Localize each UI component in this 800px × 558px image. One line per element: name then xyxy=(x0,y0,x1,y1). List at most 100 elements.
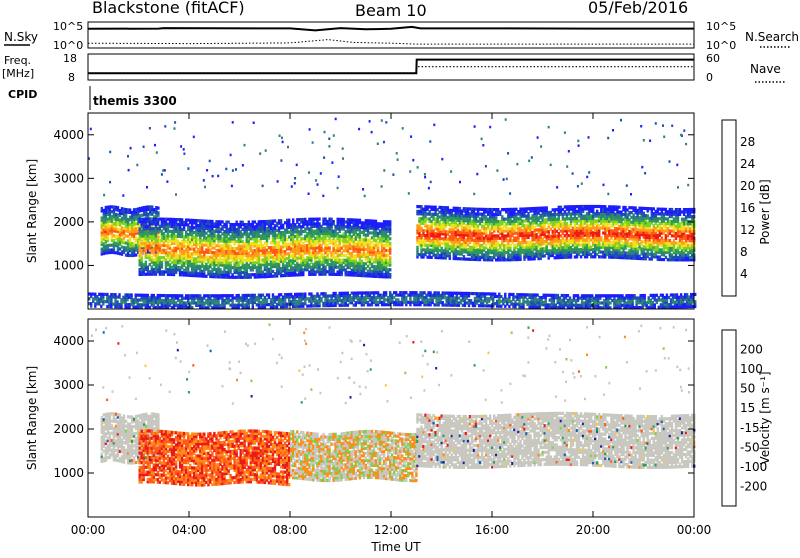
heat-cell xyxy=(638,223,641,227)
heat-cell xyxy=(462,221,466,225)
heat-cell xyxy=(308,236,311,241)
heat-cell xyxy=(180,259,184,263)
heat-cell xyxy=(606,236,609,240)
heat-cell xyxy=(370,226,374,230)
heat-cell xyxy=(348,256,351,260)
heat-cell xyxy=(634,208,637,212)
heat-cell xyxy=(541,247,544,251)
heat-cell xyxy=(474,243,478,247)
heat-cell xyxy=(324,236,327,240)
heat-cell xyxy=(484,229,488,233)
heat-cell xyxy=(480,255,484,259)
heat-cell xyxy=(600,243,603,247)
heat-cell xyxy=(231,239,234,243)
heat-cell xyxy=(330,272,333,276)
heat-cell xyxy=(166,224,170,229)
heat-cell xyxy=(340,263,343,267)
heat-cell xyxy=(302,246,305,250)
heat-cell xyxy=(531,250,534,254)
heat-cell xyxy=(148,234,151,238)
heat-cell xyxy=(561,231,565,235)
heat-cell xyxy=(354,228,357,232)
heat-cell xyxy=(614,238,617,243)
heat-cell xyxy=(164,229,168,233)
heat-cell xyxy=(489,243,492,248)
heat-cell xyxy=(271,219,275,223)
heat-cell xyxy=(197,219,200,223)
heat-cell xyxy=(199,264,202,268)
heat-cell xyxy=(374,226,378,231)
heat-cell xyxy=(428,241,431,245)
heat-cell xyxy=(182,263,186,267)
heat-cell xyxy=(288,264,291,268)
heat-cell xyxy=(189,218,192,222)
heat-cell xyxy=(245,242,248,246)
heat-cell xyxy=(382,224,386,229)
heat-cell xyxy=(239,232,242,236)
heat-cell xyxy=(225,251,228,255)
heat-cell xyxy=(199,260,202,264)
heat-cell xyxy=(314,251,317,255)
heat-cell xyxy=(468,238,472,242)
heat-cell xyxy=(616,248,619,252)
heat-cell xyxy=(148,255,151,259)
heat-cell xyxy=(162,251,166,255)
heat-cell xyxy=(150,258,153,262)
heat-cell xyxy=(324,231,327,236)
heat-cell xyxy=(148,243,151,248)
heat-cell xyxy=(174,218,178,222)
heat-cell xyxy=(468,214,472,218)
heat-cell xyxy=(132,232,136,236)
heat-cell xyxy=(247,220,250,224)
heat-cell xyxy=(302,261,305,265)
heat-cell xyxy=(630,251,633,255)
heat-cell xyxy=(436,224,439,229)
heat-cell xyxy=(308,270,311,274)
heat-cell xyxy=(535,254,538,258)
heat-cell xyxy=(527,240,530,244)
heat-cell xyxy=(456,245,460,249)
heat-cell xyxy=(118,213,122,217)
heat-cell xyxy=(166,260,170,264)
heat-cell xyxy=(606,243,609,247)
heat-cell xyxy=(247,258,250,263)
heat-cell xyxy=(376,236,380,240)
heat-cell xyxy=(547,254,550,258)
heat-cell xyxy=(545,249,548,253)
heat-cell xyxy=(389,273,392,277)
heat-cell xyxy=(310,265,313,269)
heat-cell xyxy=(620,220,623,224)
heat-cell xyxy=(154,255,158,259)
heat-cell xyxy=(245,232,248,236)
heat-cell xyxy=(456,249,460,254)
heat-cell xyxy=(110,226,114,231)
heat-cell xyxy=(356,261,360,265)
heat-cell xyxy=(356,271,360,275)
heat-cell xyxy=(614,241,617,245)
heat-cell xyxy=(100,233,103,237)
heat-cell xyxy=(462,228,466,232)
heat-cell xyxy=(527,252,530,256)
heat-cell xyxy=(472,253,476,257)
heat-cell xyxy=(420,209,423,214)
heat-cell xyxy=(519,209,522,214)
heat-cell xyxy=(182,261,186,265)
heat-cell xyxy=(602,212,605,216)
heat-cell xyxy=(283,235,287,239)
heat-cell xyxy=(389,251,392,255)
heat-cell xyxy=(527,235,530,240)
heat-cell xyxy=(328,239,331,243)
heat-cell xyxy=(362,223,366,227)
heat-cell xyxy=(378,267,382,271)
heat-cell xyxy=(511,238,514,243)
heat-cell xyxy=(600,221,603,225)
heat-cell xyxy=(521,229,524,233)
heat-cell xyxy=(487,212,490,216)
heat-cell xyxy=(298,263,301,267)
heat-cell xyxy=(638,228,641,232)
heat-cell xyxy=(596,245,599,249)
heat-cell xyxy=(209,243,212,247)
heat-cell xyxy=(205,250,208,254)
heat-cell xyxy=(296,263,299,267)
heat-cell xyxy=(316,219,319,224)
